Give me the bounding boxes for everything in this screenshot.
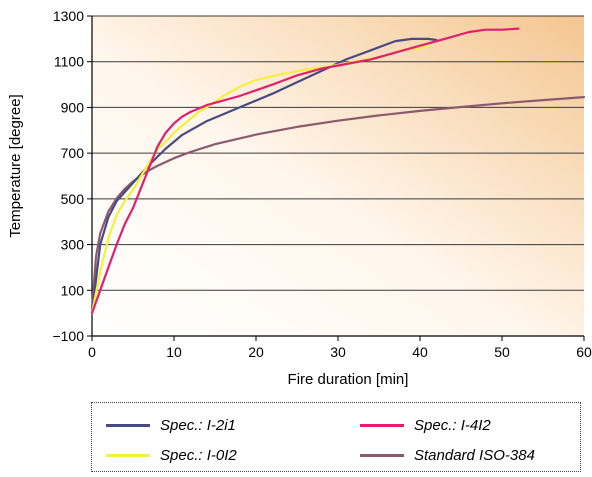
legend-item-spec-i-4i2: Spec.: I-4I2 xyxy=(360,415,491,435)
y-tick-label: 300 xyxy=(61,237,85,253)
x-tick-label: 60 xyxy=(576,344,592,360)
y-tick-label: −100 xyxy=(52,328,84,344)
legend-label: Standard ISO-384 xyxy=(414,446,535,464)
legend-label: Spec.: I-0I2 xyxy=(160,446,237,464)
legend-item-spec-i-2i1: Spec.: I-2i1 xyxy=(106,415,236,435)
legend: Spec.: I-2i1 Spec.: I-4I2 Spec.: I-0I2 S… xyxy=(91,402,581,472)
x-tick-label: 50 xyxy=(494,344,510,360)
series-lines xyxy=(90,27,586,315)
y-axis-title: Temperature [degree] xyxy=(7,94,24,237)
y-tick-label: 1100 xyxy=(54,54,84,70)
axes xyxy=(87,15,585,341)
x-tick-label: 20 xyxy=(248,344,264,360)
grid-lines xyxy=(92,15,584,291)
legend-item-standard-iso-384: Standard ISO-384 xyxy=(360,445,535,465)
y-tick-label: 900 xyxy=(61,99,85,115)
x-axis-title: Fire duration [min] xyxy=(288,371,409,388)
legend-swatch xyxy=(360,453,404,457)
legend-swatch xyxy=(360,423,404,427)
series-line-spec-i-2i1 xyxy=(90,37,438,315)
legend-label: Spec.: I-4I2 xyxy=(414,416,491,434)
plot-background xyxy=(92,16,584,336)
x-tick-label: 10 xyxy=(166,344,182,360)
x-tick-labels: 0 10 20 30 40 50 60 xyxy=(88,344,592,360)
x-tick-label: 30 xyxy=(330,344,346,360)
line-chart: −100 100 300 500 700 900 1100 1300 0 10 20 30 40 50 6… xyxy=(7,8,592,388)
x-tick-label: 40 xyxy=(412,344,428,360)
series-line-standard-iso-384 xyxy=(90,96,586,310)
legend-swatch xyxy=(106,423,150,427)
series-line-spec-i-4i2 xyxy=(90,27,520,315)
x-tick-label: 0 xyxy=(88,344,96,360)
legend-item-spec-i-0i2: Spec.: I-0I2 xyxy=(106,445,237,465)
legend-label: Spec.: I-2i1 xyxy=(160,416,236,434)
y-tick-label: 1300 xyxy=(53,8,84,24)
y-tick-label: 100 xyxy=(61,282,85,298)
y-tick-label: 500 xyxy=(61,191,85,207)
y-tick-label: 700 xyxy=(61,145,85,161)
legend-swatch xyxy=(106,453,150,457)
y-tick-labels: −100 100 300 500 700 900 1100 1300 xyxy=(52,8,84,344)
